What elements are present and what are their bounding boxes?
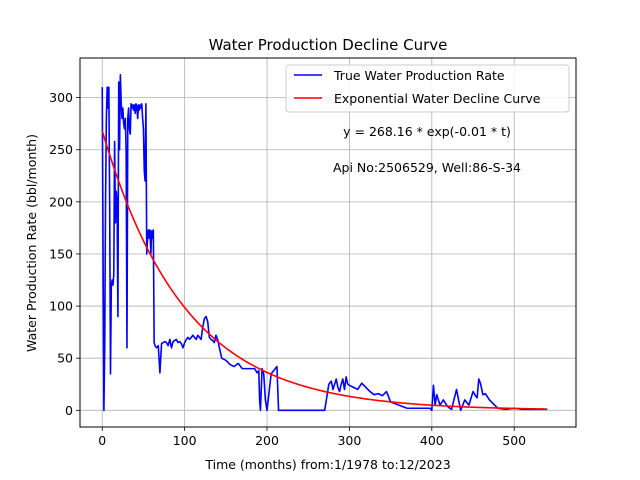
y-axis-title: Water Production Rate (bbl/month) [24, 134, 39, 352]
y-tick-label: 200 [49, 194, 73, 209]
x-tick-label: 500 [502, 433, 526, 448]
y-tick-label: 150 [49, 246, 73, 261]
axes-frame [79, 57, 577, 428]
legend-box [285, 64, 570, 113]
x-axis-title: Time (months) from:1/1978 to:12/2023 [204, 457, 450, 472]
y-tick-label: 300 [49, 90, 73, 105]
chart-title: Water Production Decline Curve [209, 36, 448, 54]
y-tick-label: 0 [65, 403, 73, 418]
y-tick-label: 50 [57, 351, 73, 366]
x-axis: 0 100 200 300 400 500 [98, 427, 526, 448]
series-line-true-water-production-rate [101, 73, 548, 412]
y-axis: 0 50 100 150 200 250 300 [49, 90, 80, 418]
x-tick-label: 300 [337, 433, 361, 448]
legend-label-true-rate: True Water Production Rate [333, 68, 505, 83]
well-annotation: Api No:2506529, Well:86-S-34 [333, 160, 521, 175]
x-tick-label: 100 [173, 433, 197, 448]
legend: True Water Production Rate Exponential W… [285, 64, 570, 113]
x-tick-label: 200 [255, 433, 279, 448]
x-tick-label: 400 [420, 433, 444, 448]
y-tick-label: 100 [49, 299, 73, 314]
x-tick-label: 0 [98, 433, 106, 448]
grid [80, 58, 576, 427]
y-tick-label: 250 [49, 142, 73, 157]
plot-area [101, 73, 548, 412]
series-line-exponential-decline-curve [101, 130, 548, 410]
equation-annotation: y = 268.16 * exp(-0.01 * t) [343, 124, 511, 139]
legend-label-decline-curve: Exponential Water Decline Curve [334, 91, 541, 106]
